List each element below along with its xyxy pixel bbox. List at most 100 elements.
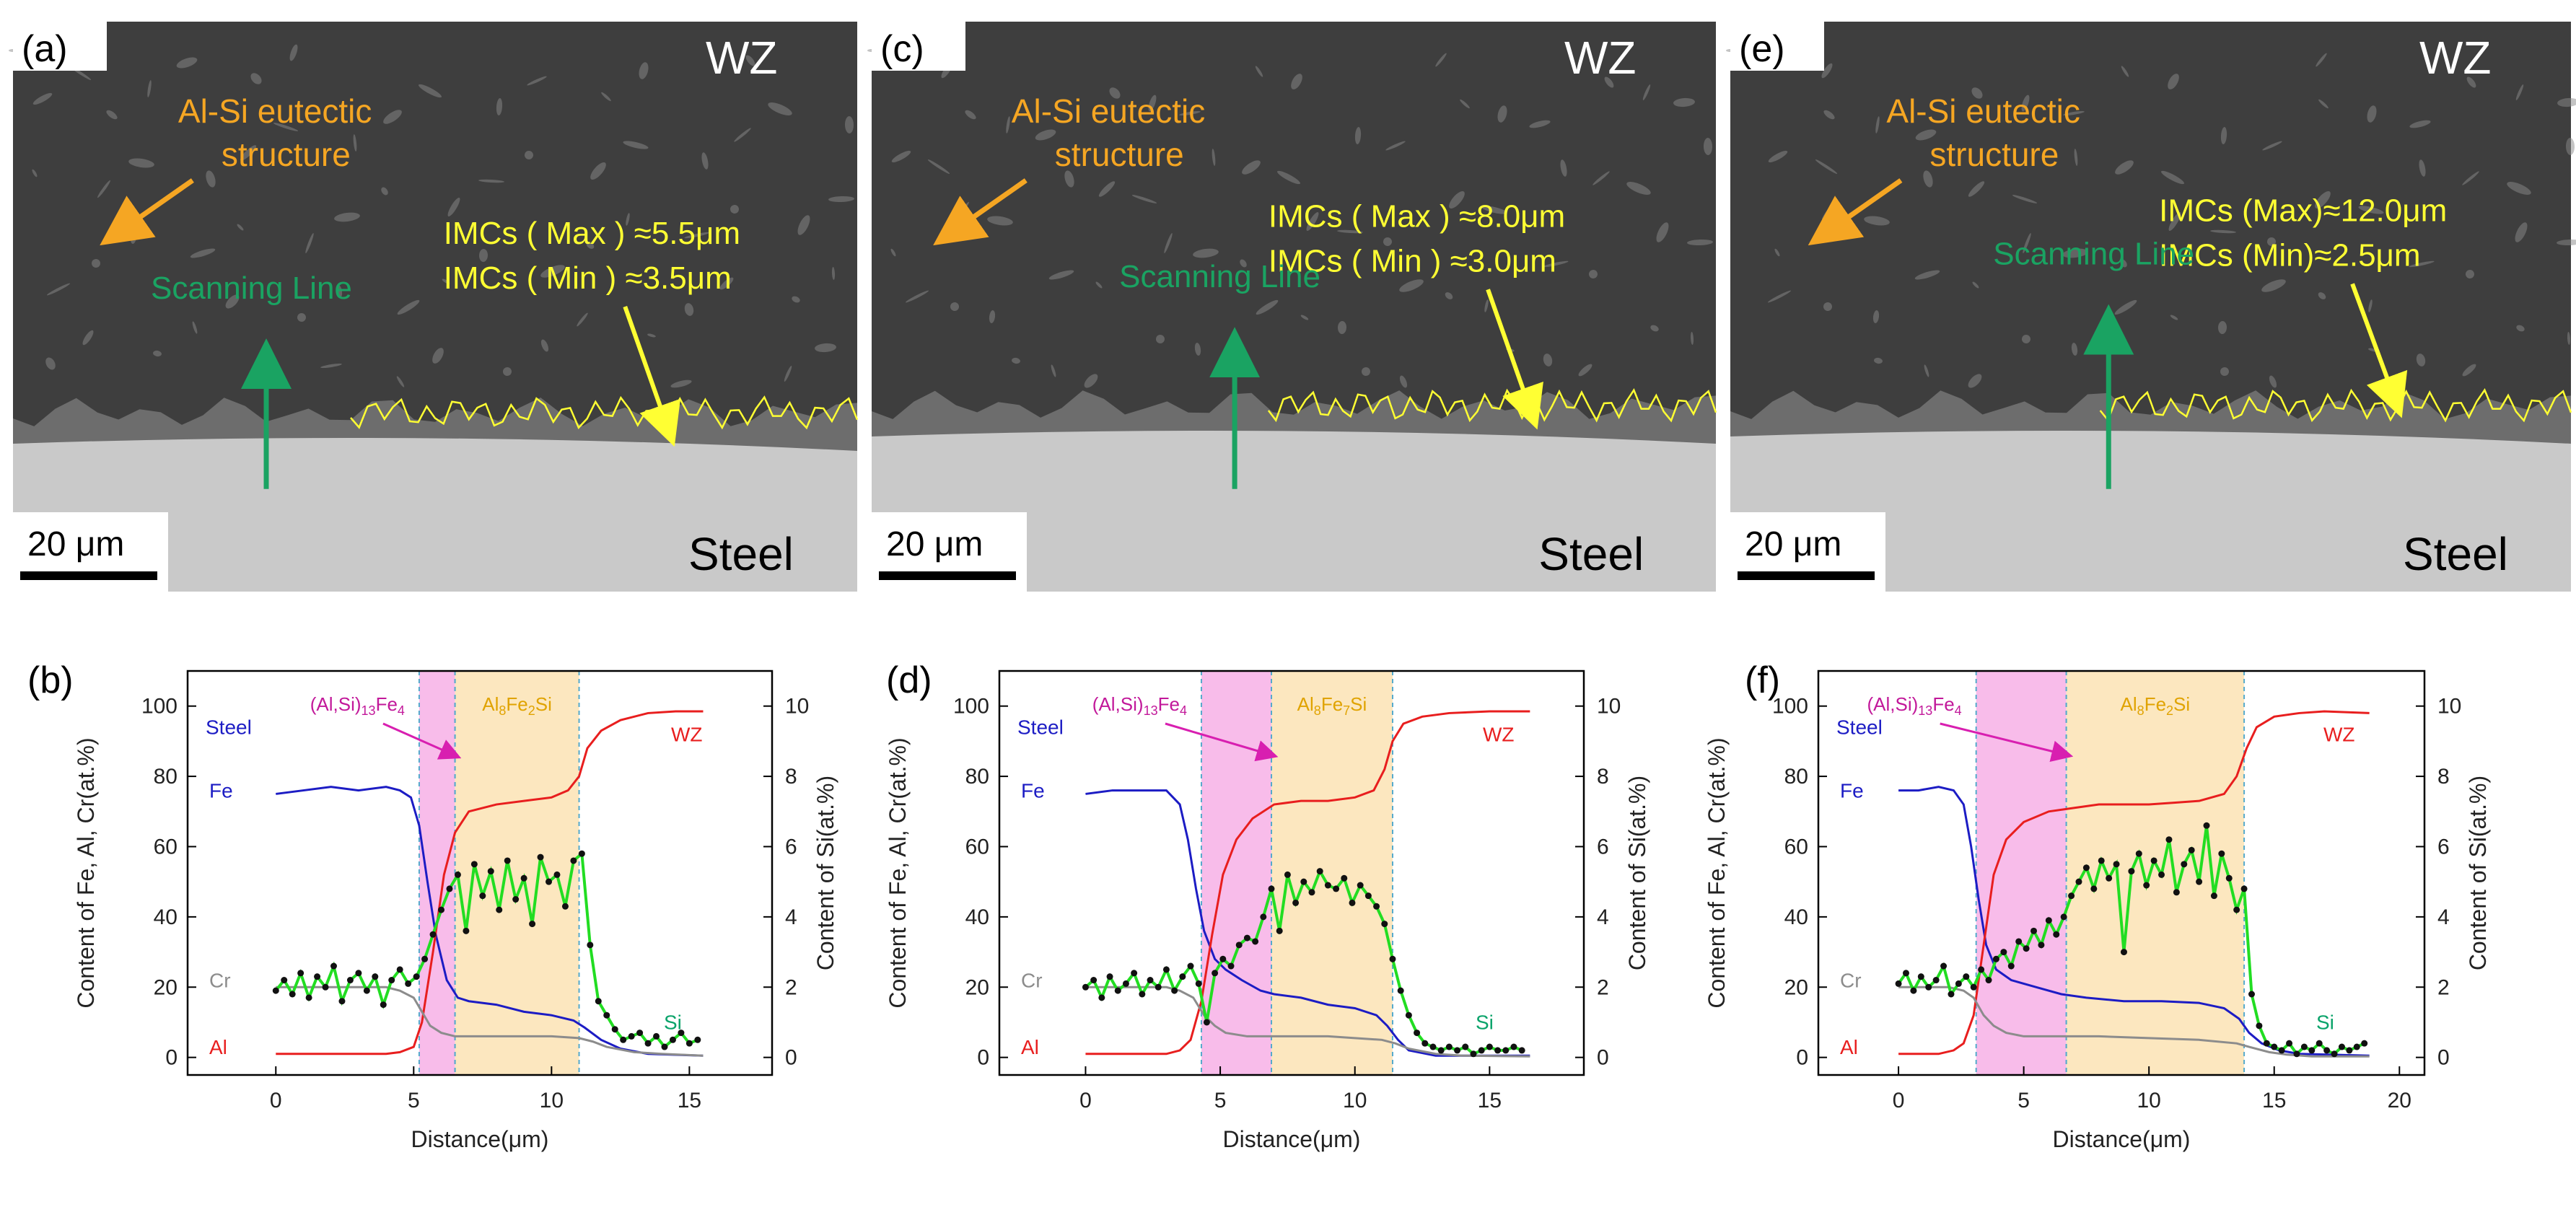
x-tick-label: 5	[2018, 1089, 2030, 1112]
eutectic-particle	[1164, 232, 1173, 254]
eutectic-particle	[890, 248, 896, 257]
line-chart-f: (f) 0 5 10 15 20 0 20 40 60 80 100 0 2 4 6 8 10 Distance(μ…	[1704, 659, 2491, 1152]
si-data-point	[496, 906, 503, 913]
si-data-point	[2165, 836, 2173, 843]
phase-band	[1271, 671, 1393, 1075]
eutectic-particle	[2315, 191, 2331, 209]
eutectic-particle	[305, 232, 314, 254]
eutectic-particle	[1543, 260, 1569, 268]
eutectic-particle	[1481, 206, 1507, 214]
si-data-point	[2090, 885, 2098, 892]
x-tick-label: 0	[1079, 1089, 1092, 1112]
annotation-wz: WZ	[2323, 723, 2355, 745]
series-line-al	[276, 710, 704, 1055]
si-data-point	[2308, 1047, 2316, 1054]
weld-zone-label: WZ	[2419, 32, 2492, 84]
si-data-point	[1414, 1030, 1421, 1037]
y-left-tick-label: 20	[154, 975, 178, 999]
eutectic-particle	[128, 158, 154, 168]
si-data-point	[620, 1036, 627, 1043]
eutectic-particle	[540, 339, 549, 352]
scalebar-label: 20 μm	[27, 525, 124, 563]
scanning-line-label: Scanning Line	[1993, 237, 2194, 272]
scalebar-bar	[1738, 571, 1875, 580]
y-right-axis-label: Content of Si(at.%)	[812, 776, 838, 970]
y-left-axis-label: Content of Fe, Al, Cr(at.%)	[885, 737, 911, 1008]
si-data-point	[578, 850, 585, 857]
si-data-point	[1970, 983, 1977, 991]
eutectic-particle	[92, 259, 100, 268]
chart-panel-label: (f)	[1745, 659, 1780, 701]
eutectic-particle	[442, 278, 450, 284]
eutectic-particle	[965, 110, 976, 120]
eutectic-particle	[623, 141, 649, 149]
x-tick-label: 10	[2137, 1089, 2160, 1112]
y-right-axis-label: Content of Si(at.%)	[2465, 776, 2491, 970]
si-data-point	[1219, 955, 1227, 962]
si-data-point	[1139, 991, 1146, 998]
si-data-point	[1090, 977, 1098, 984]
eutectic-particle	[1445, 292, 1453, 299]
eutectic-label-line2: structure	[222, 136, 351, 173]
eutectic-particle	[815, 343, 836, 353]
si-data-point	[2173, 889, 2180, 896]
eutectic-particle	[1399, 279, 1424, 292]
eutectic-particle	[237, 224, 244, 231]
y-left-tick-label: 20	[1784, 975, 1808, 999]
x-tick-label: 0	[1893, 1089, 1905, 1112]
eutectic-particle	[719, 277, 734, 290]
y-left-tick-label: 40	[154, 905, 178, 929]
si-data-point	[1895, 980, 1902, 987]
si-data-point	[2196, 878, 2203, 885]
eutectic-particle	[1256, 299, 1279, 315]
eutectic-particle	[289, 44, 298, 61]
si-data-point	[2113, 861, 2120, 868]
y-left-tick-label: 60	[965, 835, 989, 859]
eutectic-label-line1: Al-Si eutectic	[1886, 92, 2080, 130]
eutectic-particle	[2120, 259, 2127, 268]
y-left-axis-label: Content of Fe, Al, Cr(at.%)	[73, 737, 99, 1008]
eutectic-particle	[1291, 74, 1302, 89]
imc-min-label: IMCs ( Min ) ≈3.0μm	[1269, 243, 1556, 278]
si-data-point	[2338, 1043, 2345, 1050]
si-data-point	[1985, 977, 1992, 984]
si-data-point	[1454, 1047, 1461, 1054]
x-tick-label: 10	[540, 1089, 564, 1112]
x-tick-label: 0	[270, 1089, 282, 1112]
eutectic-particle	[684, 232, 710, 239]
si-data-point	[1333, 885, 1340, 892]
si-data-point	[1276, 927, 1283, 934]
eutectic-particle	[1875, 116, 1880, 133]
si-data-point	[628, 1032, 635, 1040]
chart-panel-label: (d)	[886, 659, 932, 701]
eutectic-arrow	[933, 178, 1028, 246]
y-right-axis-label: Content of Si(at.%)	[1624, 776, 1650, 970]
imc-min-label: IMCs (Min)≈2.5μm	[2159, 238, 2420, 273]
eutectic-particle	[432, 348, 444, 364]
si-data-point	[587, 942, 594, 949]
x-axis-label: Distance(μm)	[1223, 1126, 1361, 1152]
eutectic-particle	[478, 179, 504, 183]
si-data-point	[661, 1043, 668, 1050]
eutectic-particle	[2160, 170, 2185, 185]
sem-panel-e: (e) WZ Steel Al-Si eutectic structure IMCs (M…	[1726, 22, 2576, 592]
si-data-point	[2271, 1043, 2278, 1050]
si-data-point	[2263, 1040, 2270, 1047]
phase-band	[1201, 671, 1272, 1075]
eutectic-particle	[2515, 222, 2528, 242]
si-data-point	[396, 966, 403, 973]
eutectic-particle	[639, 62, 649, 79]
si-data-point	[479, 892, 486, 900]
si-data-point	[1925, 983, 1932, 991]
eutectic-particle	[831, 267, 836, 280]
x-tick-label: 15	[2262, 1089, 2286, 1112]
annotation-cr: Cr	[209, 969, 231, 991]
si-data-point	[1227, 962, 1235, 970]
si-data-point	[1179, 973, 1186, 980]
eutectic-particle	[1337, 229, 1363, 234]
eutectic-particle	[1148, 95, 1157, 112]
eutectic-particle	[2368, 348, 2377, 352]
eutectic-label-line2: structure	[1929, 136, 2059, 173]
si-data-point	[2240, 885, 2248, 892]
eutectic-particle	[1589, 270, 1598, 278]
